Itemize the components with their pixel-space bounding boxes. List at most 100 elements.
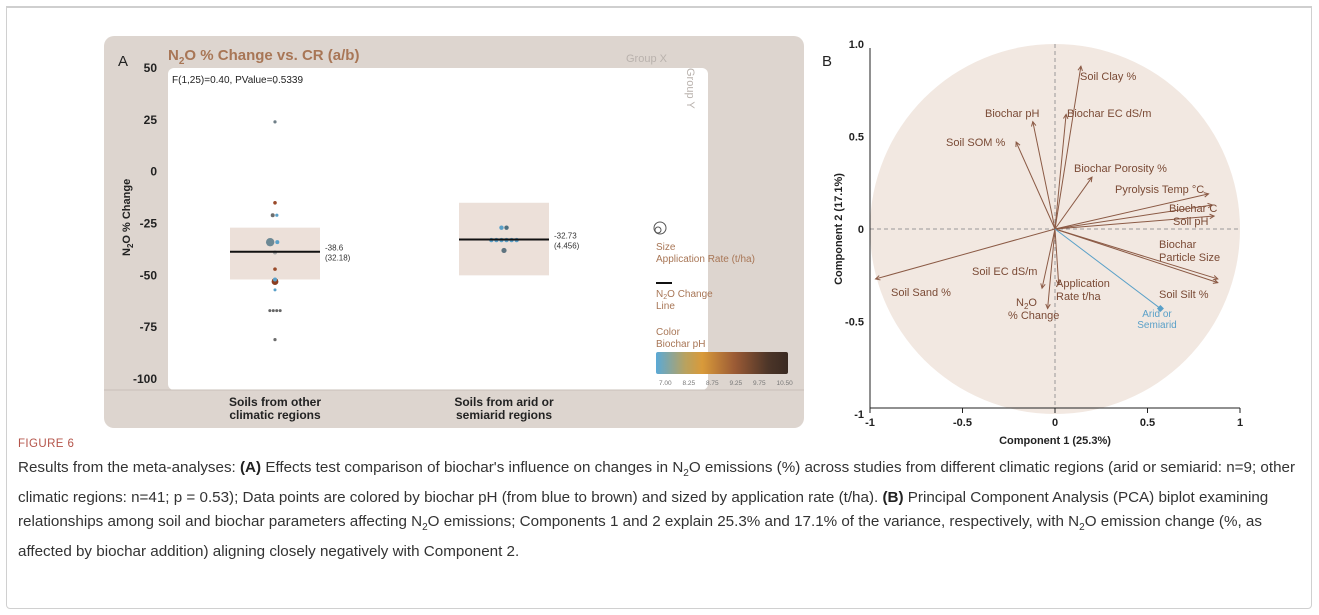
mean-label: -32.73: [554, 232, 577, 241]
group-x-label: Group X: [626, 53, 668, 65]
vec-label-soil-sand: Soil Sand %: [891, 287, 951, 299]
data-point: [501, 247, 507, 254]
legend-size-subtitle: Application Rate (t/ha): [656, 254, 755, 265]
y-tick-label: -25: [140, 217, 158, 231]
vector-arrowhead: [1209, 213, 1216, 220]
color-tick-label: 10.50: [777, 380, 794, 387]
data-point: [265, 237, 275, 247]
vec-label-biochar-ec: Biochar EC dS/m: [1067, 108, 1151, 120]
y-tick-label: 0: [150, 165, 157, 179]
category-label-1-line2: semiarid regions: [456, 408, 552, 422]
group-label-line1: Arid or: [1142, 309, 1172, 320]
data-point: [273, 81, 277, 84]
loading-vector: [1054, 228, 1060, 285]
sd-label: (32.18): [325, 254, 351, 263]
vec-label-biochar-porosity: Biochar Porosity %: [1074, 163, 1167, 175]
group-point-marker: [1156, 305, 1164, 313]
size-legend-icon: [653, 221, 667, 235]
loading-vector: [1054, 228, 1218, 280]
y-tick-label: 0: [858, 224, 864, 236]
pca-xlabel: Component 1 (25.3%): [999, 435, 1111, 447]
x-tick-label: 0: [1052, 417, 1058, 429]
data-point: [273, 200, 277, 205]
panel-a-chart: A N2O % Change vs. CR (a/b) F(1,25)=0.40…: [104, 36, 804, 428]
vec-label-biochar-ph: Biochar pH: [985, 108, 1039, 120]
legend-color-subtitle: Biochar pH: [656, 339, 705, 350]
vec-label-pyrolysis-temp: Pyrolysis Temp °C: [1115, 184, 1204, 196]
top-rule: [6, 6, 1312, 8]
category-label-0-line2: climatic regions: [229, 408, 321, 422]
vec-label-n2o-1: N2O: [1016, 297, 1037, 311]
x-tick-label: -0.5: [953, 417, 972, 429]
vec-label-biochar-particle-2: Particle Size: [1159, 252, 1220, 264]
vec-label-soil-ec: Soil EC dS/m: [972, 266, 1037, 278]
vector-arrowhead: [1207, 202, 1214, 209]
loading-vector: [1047, 228, 1056, 309]
data-point: [275, 213, 279, 217]
legend-line-title: N2O Change: [656, 289, 713, 301]
data-point: [268, 309, 272, 313]
x-tick-label: -1: [865, 417, 875, 429]
legend-color-bar: [656, 352, 788, 374]
mean-label: -38.6: [325, 244, 344, 253]
sd-label: (4.456): [554, 242, 580, 251]
legend-color-title: Color: [656, 327, 681, 338]
vec-label-biochar-c: Biochar C: [1169, 203, 1217, 215]
data-point: [273, 338, 277, 342]
data-point: [504, 225, 509, 230]
loading-vector: [1054, 204, 1213, 230]
caption-label: FIGURE 6: [18, 438, 75, 450]
data-point: [273, 120, 277, 124]
group-vector: [1054, 228, 1161, 309]
loading-vector: [1054, 228, 1218, 284]
vec-label-soil-ph: Soil pH: [1173, 216, 1209, 228]
data-point: [270, 213, 275, 218]
loading-vector: [1054, 176, 1093, 230]
panel-b-label: B: [822, 53, 832, 70]
y-tick-label: -0.5: [845, 317, 864, 329]
panel-a-annotation: F(1,25)=0.40, PValue=0.5339: [172, 75, 303, 86]
vec-label-soil-som: Soil SOM %: [946, 137, 1006, 149]
loading-vector: [1054, 193, 1209, 230]
y-tick-label: -75: [140, 320, 158, 334]
loading-vector: [1054, 66, 1082, 230]
loading-vector: [1054, 114, 1067, 230]
legend-line-title2: Line: [656, 301, 675, 312]
group-y-label: Group Y: [684, 68, 696, 109]
color-tick-label: 9.25: [730, 380, 743, 387]
y-tick-label: 0.5: [849, 132, 864, 144]
vector-arrowhead: [1030, 120, 1037, 127]
y-tick-label: -1: [854, 409, 864, 421]
data-point: [278, 309, 282, 313]
vec-label-soil-silt: Soil Silt %: [1159, 289, 1209, 301]
vector-arrowhead: [1015, 141, 1021, 148]
y-tick-label: 50: [144, 61, 158, 75]
vector-arrowhead: [1077, 65, 1083, 72]
vector-arrowhead: [1040, 283, 1046, 290]
panel-a-label: A: [118, 53, 128, 70]
panel-a-ylabel: N2O % Change: [121, 179, 135, 256]
panel-a-title: N2O % Change vs. CR (a/b): [168, 47, 359, 67]
vector-arrowhead: [1062, 113, 1069, 120]
vec-label-application-1: Application: [1056, 278, 1110, 290]
loading-vector: [1041, 228, 1056, 289]
color-tick-label: 8.25: [683, 380, 696, 387]
y-tick-label: 1.0: [849, 39, 864, 51]
x-tick-label: 1: [1237, 417, 1243, 429]
vec-label-n2o-2: % Change: [1008, 310, 1059, 322]
y-tick-label: 25: [144, 113, 158, 127]
panel-a-plot-area: [168, 68, 708, 390]
vector-arrowhead: [1087, 176, 1093, 183]
data-point: [273, 277, 277, 282]
caption-text: Results from the meta-analyses: (A) Effe…: [18, 459, 1296, 561]
data-point: [273, 288, 277, 292]
data-point: [499, 225, 504, 230]
loading-vector: [1015, 141, 1056, 230]
vector-arrowhead: [1203, 192, 1210, 198]
panel-b-chart: B -1 -0.5 0 0.5 1 1.0 0.5 0 -0.5 -1 Component 1 (…: [822, 39, 1243, 447]
legend-size-title: Size: [656, 242, 676, 253]
group-label-line2: Semiarid: [1137, 320, 1176, 331]
loading-vector: [1054, 215, 1215, 230]
y-tick-label: -100: [133, 372, 157, 386]
y-tick-label: -50: [140, 268, 158, 282]
